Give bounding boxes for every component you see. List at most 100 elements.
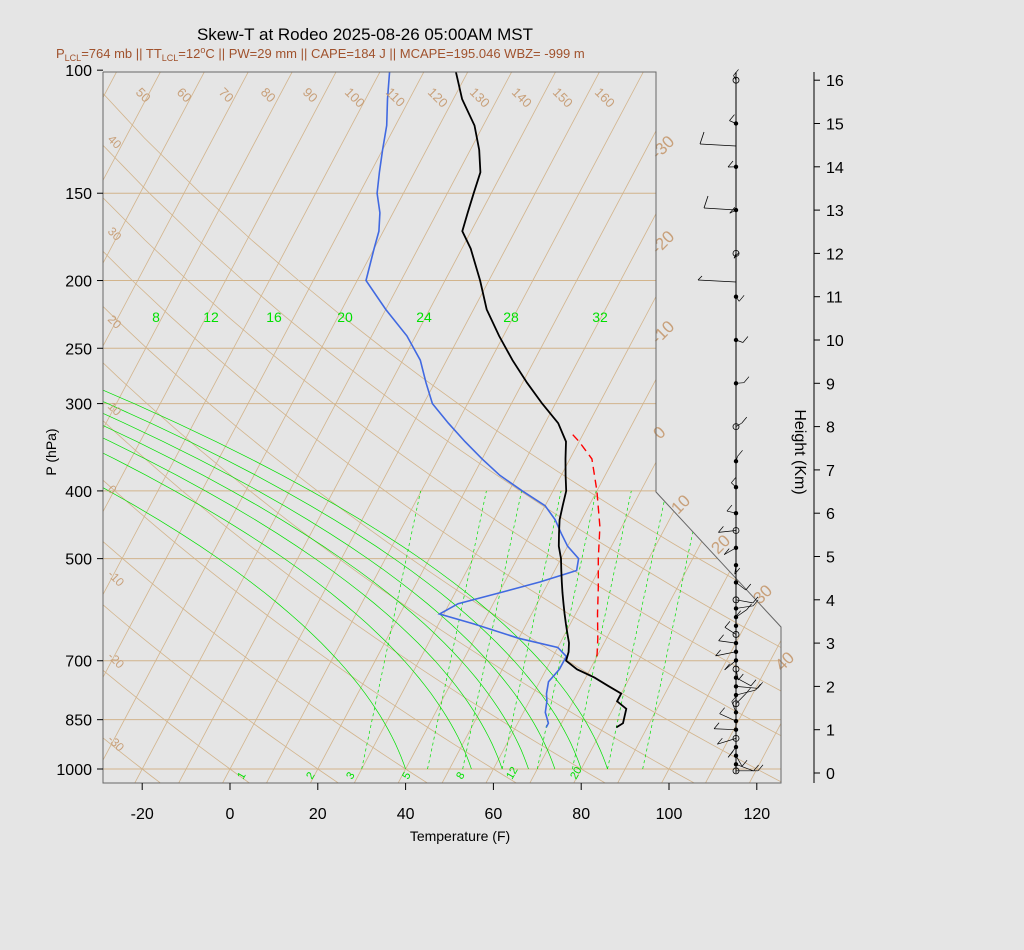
wind-barb-feather <box>743 376 750 383</box>
y-axis-title: P (hPa) <box>43 428 59 475</box>
isotherm-line <box>788 38 1024 792</box>
p-symbol: P <box>56 46 65 61</box>
dry-adiabat <box>103 72 162 783</box>
wind-barb-feather <box>718 634 724 641</box>
mixing-ratio-label: 1 <box>235 770 248 781</box>
plot-frame <box>102 71 782 784</box>
wind-station-dot <box>732 423 740 431</box>
x-tick-label: 40 <box>397 806 415 823</box>
isotherm-label: 90 <box>300 85 321 106</box>
axes: -20 0 20 40 60 80 100 1201001502002503004005007… <box>56 63 843 823</box>
dry-adiabat <box>103 72 340 783</box>
height-tick-label: 6 <box>826 506 835 523</box>
isotherm-right-label: 0 <box>649 423 669 443</box>
wind-barb-feather <box>717 737 723 745</box>
mixing-ratio-label: 12 <box>504 765 521 782</box>
isotherm-label: 50 <box>133 85 154 106</box>
wind-barb <box>735 582 747 591</box>
wind-barb-feather <box>752 599 759 607</box>
y-tick-label: 850 <box>65 713 92 730</box>
isotherm-left-label: 20 <box>105 312 125 332</box>
isotherm-label: 60 <box>174 85 195 106</box>
moist-adiabat-label: 28 <box>503 309 519 325</box>
isotherm-label: 130 <box>467 85 493 111</box>
wind-barb <box>735 609 747 618</box>
wind-barb-feather <box>727 160 734 168</box>
wind-barb <box>735 764 754 772</box>
x-tick-label: 80 <box>572 806 590 823</box>
wind-barb <box>735 296 740 302</box>
isotherm-line <box>129 72 530 783</box>
wind-barb <box>731 701 737 713</box>
lcl-subscript: LCL <box>65 53 82 63</box>
wind-barb <box>735 677 752 687</box>
wind-barb <box>724 547 737 555</box>
mixing-ratio-line <box>501 490 562 770</box>
isotherm-label: 120 <box>425 85 451 111</box>
wind-barb-feather <box>724 663 730 671</box>
dry-adiabat <box>103 72 781 783</box>
isotherm-label: 80 <box>258 85 279 106</box>
upper-wind-barb-feather <box>703 195 709 209</box>
height-tick-label: 13 <box>826 203 844 220</box>
isotherm-line <box>103 72 355 783</box>
isotherm-right-label: -20 <box>647 227 678 258</box>
isotherm-line <box>656 72 781 783</box>
y-tick-label: 200 <box>65 274 92 291</box>
wind-station-dot <box>732 665 740 673</box>
wind-barb-feather <box>750 679 757 687</box>
wind-barb-feather <box>734 567 741 575</box>
isotherm-line <box>832 38 1024 792</box>
isotherm-label: 150 <box>550 85 576 111</box>
wind-barb <box>726 510 737 514</box>
isotherm-right-label: 40 <box>771 648 798 675</box>
y-tick-label: 300 <box>65 397 92 414</box>
wind-barb-feather <box>727 751 734 758</box>
upper-wind-barb <box>703 207 737 211</box>
height-tick-label: 12 <box>826 246 844 263</box>
isotherm-line <box>103 72 399 783</box>
parcel-line <box>570 432 601 657</box>
y-tick-label: 150 <box>65 186 92 203</box>
wind-barb-feather <box>718 526 724 533</box>
wind-barb-feather <box>713 722 720 729</box>
wind-barb-feather <box>745 583 752 591</box>
wind-barb <box>724 660 737 671</box>
isotherm-line <box>0 38 91 792</box>
height-tick-label: 1 <box>826 723 835 740</box>
isotherm-line <box>103 72 179 783</box>
chart-subtitle: PLCL=764 mb || TTLCL=12oC || PW=29 mm ||… <box>56 45 585 63</box>
wind-barb <box>714 728 737 731</box>
isotherm-line <box>103 72 443 783</box>
wind-station-dot <box>732 596 740 604</box>
y-tick-label: 400 <box>65 484 92 501</box>
wind-barb <box>735 669 739 681</box>
height-tick-label: 2 <box>826 679 835 696</box>
wind-station-dot <box>732 734 740 742</box>
subtitle-rest: C || PW=29 mm || CAPE=184 J || MCAPE=195… <box>205 46 584 61</box>
upper-wind-barb <box>699 143 737 147</box>
y-tick-label: 100 <box>65 63 92 80</box>
height-tick-label: 11 <box>826 290 843 307</box>
wind-barb <box>729 209 737 214</box>
mixing-ratio-line <box>462 490 522 770</box>
isotherm-right-label: -30 <box>647 132 678 163</box>
isotherm-line <box>480 72 781 783</box>
wind-barb <box>731 482 737 488</box>
wind-barb <box>718 530 737 533</box>
profiles <box>365 72 628 729</box>
isotherm-line <box>261 72 662 783</box>
wind-barb-feather <box>733 69 739 76</box>
wind-barb <box>724 627 737 635</box>
moist-adiabat <box>103 335 406 770</box>
wind-barb <box>735 755 743 767</box>
mixing-ratio-label: 20 <box>568 765 585 782</box>
dry-adiabat <box>103 72 781 783</box>
wind-barb <box>735 456 738 462</box>
dry-adiabat <box>103 72 251 783</box>
isotherm-right-label: 20 <box>707 531 734 558</box>
y-tick-label: 250 <box>65 341 92 358</box>
subtitle-tlcl: =12 <box>178 46 200 61</box>
isotherm-line <box>876 38 1024 792</box>
mixing-ratio-label: 2 <box>304 770 317 781</box>
